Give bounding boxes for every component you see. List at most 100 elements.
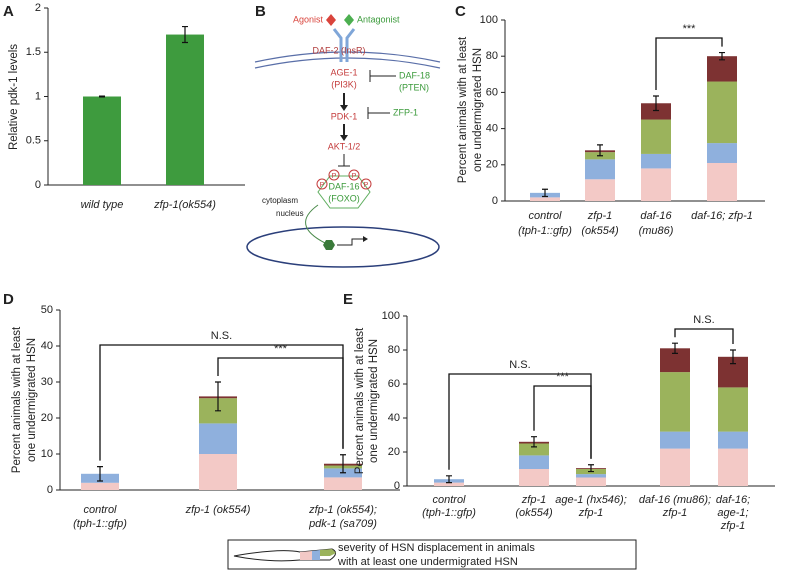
x-tick-label: (tph-1::gfp) bbox=[422, 507, 476, 519]
bar-segment bbox=[519, 443, 549, 456]
compartment-label: cytoplasm bbox=[262, 196, 298, 205]
error-bar bbox=[653, 95, 659, 112]
legend-text: with at least one undermigrated HSN bbox=[337, 556, 518, 568]
bar bbox=[166, 34, 204, 185]
bar-segment bbox=[519, 469, 549, 486]
node-label: (FOXO) bbox=[328, 193, 360, 203]
bar-segment bbox=[576, 477, 606, 486]
p-label: P bbox=[320, 182, 325, 189]
x-tick-label: (mu86) bbox=[639, 225, 674, 237]
daf16-nuclear bbox=[323, 240, 335, 250]
error-bar bbox=[340, 454, 346, 474]
error-bar bbox=[531, 436, 537, 448]
x-tick-label: pdk-1 (sa709) bbox=[308, 518, 377, 530]
y-tick-label: 60 bbox=[388, 378, 400, 390]
y-tick-label: 40 bbox=[388, 412, 400, 424]
x-tick-label: age-1; bbox=[717, 507, 748, 519]
x-tick-label: zfp-1 bbox=[587, 210, 612, 222]
x-tick-label: wild type bbox=[81, 199, 124, 211]
error-bar bbox=[588, 464, 594, 473]
bar-segment bbox=[641, 103, 671, 120]
bar-segment bbox=[641, 119, 671, 154]
node-label: DAF-16 bbox=[328, 181, 359, 191]
significance-label: *** bbox=[556, 371, 570, 383]
x-tick-label: zfp-1 bbox=[662, 507, 687, 519]
node-label: (PI3K) bbox=[331, 79, 357, 89]
bar-segment bbox=[199, 454, 237, 490]
bar-segment bbox=[641, 168, 671, 201]
bar-segment bbox=[81, 482, 119, 490]
significance-label: *** bbox=[683, 23, 697, 35]
y-tick-label: 30 bbox=[41, 376, 53, 388]
y-axis-label: Relative pdk-1 levels bbox=[8, 44, 20, 150]
node-label: DAF-18 bbox=[399, 70, 430, 80]
error-bar bbox=[730, 349, 736, 365]
bar-segment bbox=[530, 197, 560, 201]
daf16-hexagon bbox=[317, 175, 371, 209]
error-bar bbox=[182, 25, 188, 44]
x-tick-label: zfp-1 bbox=[720, 520, 745, 532]
y-axis-label: Percent animals with at least bbox=[354, 327, 366, 474]
y-tick-label: 40 bbox=[41, 340, 53, 352]
x-tick-label: (ok554) bbox=[581, 225, 619, 237]
x-tick-label: control bbox=[528, 210, 562, 222]
inhibition bbox=[338, 154, 350, 167]
bar-segment bbox=[660, 448, 690, 486]
x-tick-label: (tph-1::gfp) bbox=[518, 225, 572, 237]
node-label: PDK-1 bbox=[331, 111, 358, 121]
legend-zone bbox=[320, 549, 336, 556]
significance-bracket bbox=[655, 37, 723, 91]
y-axis-label: one undermigrated HSN bbox=[472, 48, 484, 172]
error-bar bbox=[719, 51, 725, 61]
significance-label: N.S. bbox=[211, 330, 232, 342]
agonist-diamond bbox=[326, 14, 336, 26]
x-tick-label: zfp-1(ok554) bbox=[153, 199, 216, 211]
bar-segment bbox=[718, 431, 748, 449]
y-tick-label: 20 bbox=[486, 159, 498, 171]
receptor bbox=[332, 28, 356, 62]
panel-letter: A bbox=[3, 3, 14, 20]
legend-zone bbox=[312, 550, 320, 560]
x-tick-label: zfp-1 bbox=[521, 494, 546, 506]
y-tick-label: 0 bbox=[492, 195, 498, 207]
nucleus bbox=[246, 226, 440, 268]
x-tick-label: control bbox=[432, 494, 466, 506]
bar-segment bbox=[707, 81, 737, 144]
bar-segment bbox=[707, 162, 737, 201]
significance-label: *** bbox=[274, 343, 288, 355]
arrowhead bbox=[340, 105, 348, 111]
error-bar bbox=[99, 95, 105, 98]
p-label: P bbox=[352, 173, 357, 180]
bar-segment bbox=[707, 143, 737, 163]
panel-letter: D bbox=[3, 291, 14, 308]
arrowhead bbox=[340, 135, 348, 141]
bar-segment bbox=[718, 387, 748, 432]
compartment-label: nucleus bbox=[276, 209, 304, 218]
severity-legend: severity of HSN displacement in animals … bbox=[227, 539, 637, 570]
node-label: AGE-1 bbox=[330, 67, 357, 77]
x-tick-label: age-1 (hx546); bbox=[555, 494, 627, 506]
legend-text: severity of HSN displacement in animals bbox=[338, 542, 535, 554]
y-tick-label: 40 bbox=[486, 123, 498, 135]
bar-segment bbox=[434, 482, 464, 486]
error-bar bbox=[215, 381, 221, 412]
inhibition bbox=[367, 107, 390, 119]
significance-bracket bbox=[217, 357, 344, 449]
bar-segment bbox=[519, 455, 549, 469]
phospho-sites: P P P P bbox=[316, 169, 372, 190]
y-tick-label: 80 bbox=[388, 344, 400, 356]
p-label: P bbox=[364, 182, 369, 189]
significance-label: N.S. bbox=[509, 359, 530, 371]
node-label: ZFP-1 bbox=[393, 107, 418, 117]
y-tick-label: 0.5 bbox=[26, 135, 41, 147]
bar-segment bbox=[576, 474, 606, 478]
error-bar bbox=[97, 466, 103, 482]
y-tick-label: 2 bbox=[35, 2, 41, 14]
bar-segment bbox=[718, 448, 748, 486]
bar-segment bbox=[324, 477, 362, 490]
legend-box bbox=[227, 539, 637, 570]
x-tick-label: control bbox=[83, 504, 117, 516]
arrowhead bbox=[363, 236, 368, 242]
x-tick-label: daf-16 (mu86); bbox=[639, 494, 711, 506]
error-bar bbox=[597, 144, 603, 157]
